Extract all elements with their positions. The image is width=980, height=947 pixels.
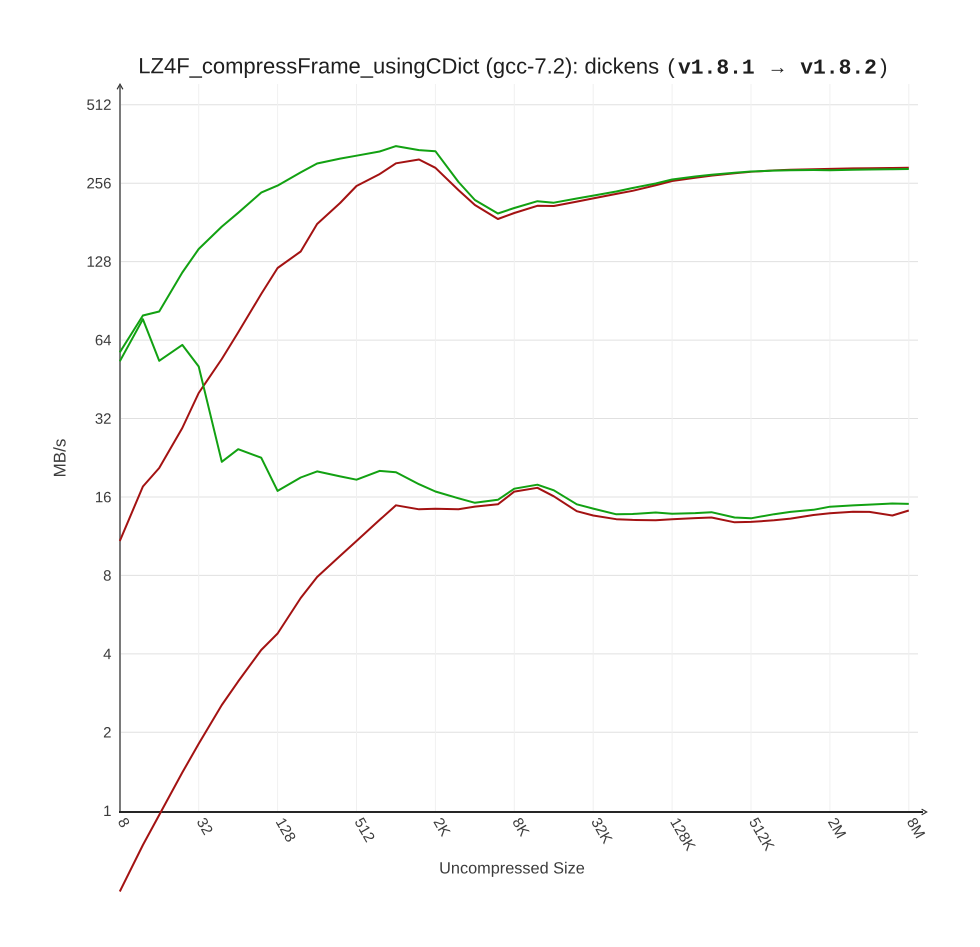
svg-text:32: 32 (193, 815, 216, 838)
svg-text:512: 512 (86, 97, 111, 114)
svg-text:256: 256 (86, 175, 111, 192)
svg-text:Uncompressed Size: Uncompressed Size (439, 859, 585, 877)
svg-text:4: 4 (103, 646, 111, 663)
svg-text:MB/s: MB/s (51, 439, 70, 478)
svg-text:2K: 2K (430, 815, 454, 839)
svg-text:16: 16 (95, 489, 112, 506)
svg-text:128: 128 (86, 254, 111, 271)
svg-text:1: 1 (103, 803, 111, 820)
svg-text:LZ4F_compressFrame_usingCDict: LZ4F_compressFrame_usingCDict (gcc-7.2):… (138, 53, 889, 80)
svg-text:2: 2 (103, 724, 111, 741)
svg-text:8: 8 (103, 568, 111, 585)
svg-text:32: 32 (95, 411, 112, 428)
svg-text:64: 64 (95, 332, 112, 349)
svg-text:8K: 8K (508, 815, 532, 839)
